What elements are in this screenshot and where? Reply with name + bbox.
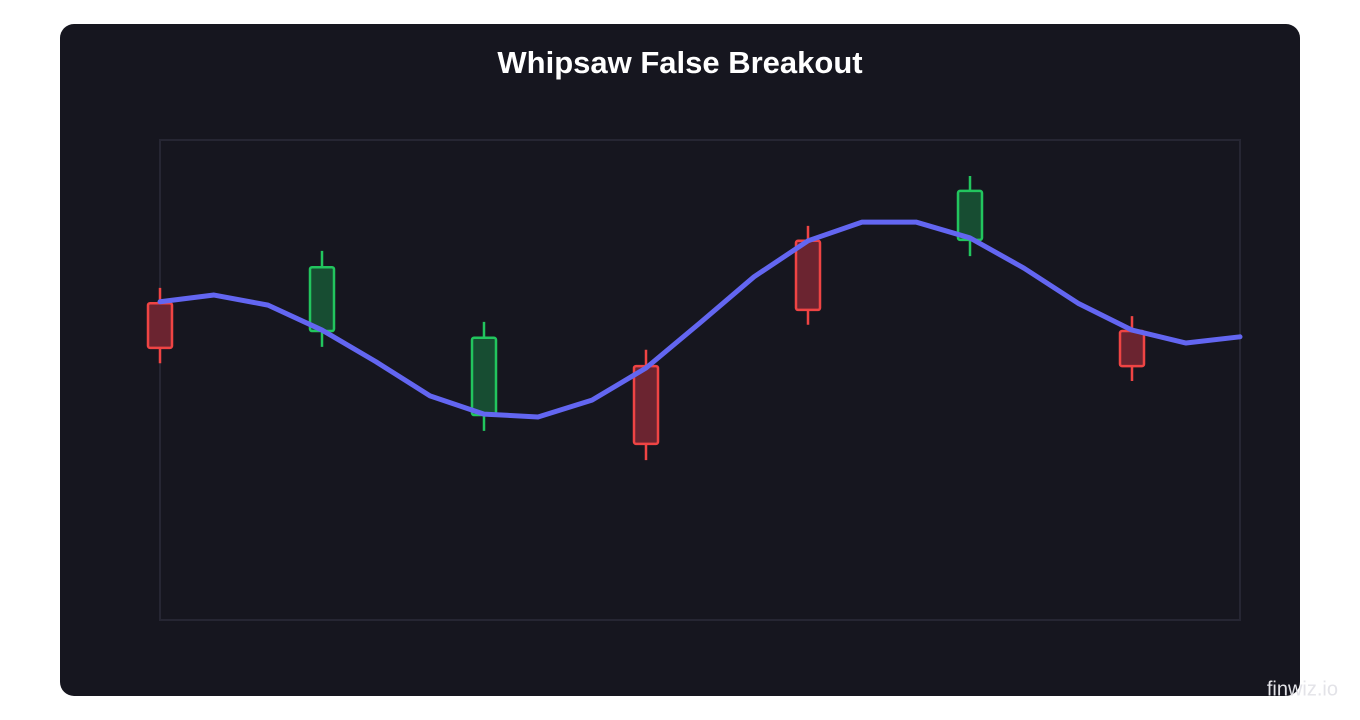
plot-frame (159, 139, 1241, 621)
candle-body (146, 301, 174, 350)
candle-body (794, 239, 822, 312)
candle-body (470, 336, 498, 417)
line (157, 219, 1243, 420)
candle-body (632, 364, 660, 446)
candle-body (956, 189, 984, 242)
candle-body (308, 265, 336, 333)
watermark: finwiz.io (1267, 678, 1338, 700)
card (60, 24, 1300, 696)
candle-body (1118, 329, 1146, 368)
chart-title: Whipsaw False Breakout (497, 45, 862, 80)
